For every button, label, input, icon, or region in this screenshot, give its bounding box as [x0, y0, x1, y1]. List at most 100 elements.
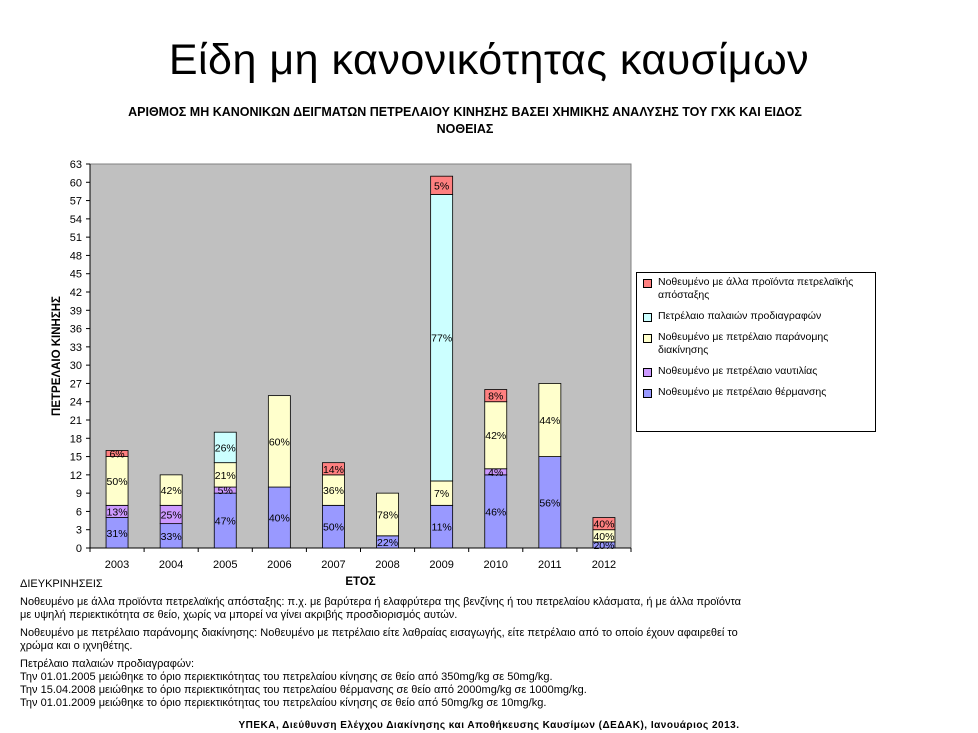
note-line: Νοθευμένο με άλλα προϊόντα πετρελαϊκής α… [20, 596, 742, 608]
legend-label: Νοθευμένο με πετρέλαιο παράνομης διακίνη… [658, 331, 829, 356]
x-tick-label: 2010 [484, 559, 508, 571]
x-tick-label: 2012 [592, 559, 616, 571]
note-line: Νοθευμένο με πετρέλαιο παράνομης διακίνη… [20, 627, 738, 639]
y-tick-label: 51 [70, 232, 82, 244]
data-label: 20% [593, 540, 614, 552]
legend-swatch [643, 334, 652, 343]
data-label: 8% [488, 391, 503, 403]
y-tick-label: 60 [70, 177, 82, 189]
bar-segment [592, 517, 616, 531]
data-label: 22% [377, 537, 398, 549]
y-tick-label: 63 [70, 159, 82, 171]
x-tick-label: 2003 [105, 559, 129, 571]
data-label: 25% [161, 509, 182, 521]
data-label: 21% [215, 470, 236, 482]
legend-label: Νοθευμένο με άλλα προϊόντα πετρελαϊκής α… [658, 276, 854, 301]
data-label: 7% [434, 488, 449, 500]
data-label: 77% [431, 333, 452, 345]
y-tick-label: 54 [70, 214, 82, 226]
data-label: 40% [269, 513, 290, 525]
y-tick-label: 48 [70, 250, 82, 262]
note-line: Την 01.01.2005 μειώθηκε το όριο περιεκτι… [20, 671, 553, 683]
legend-swatch [643, 279, 652, 288]
y-tick-label: 30 [70, 360, 82, 372]
legend-item: Νοθευμένο με πετρέλαιο θέρμανσης [643, 386, 871, 399]
data-label: 14% [323, 464, 344, 476]
legend-label: Νοθευμένο με πετρέλαιο ναυτιλίας [658, 365, 818, 377]
data-label: 4% [488, 467, 503, 479]
y-tick-label: 36 [70, 324, 82, 336]
y-tick-label: 45 [70, 269, 82, 281]
x-tick-label: 2006 [267, 559, 291, 571]
legend-item: Νοθευμένο με πετρέλαιο παράνομης διακίνη… [643, 331, 871, 357]
legend-item: Νοθευμένο με πετρέλαιο ναυτιλίας [643, 365, 871, 378]
bar-segment [159, 474, 183, 506]
legend-item: Νοθευμένο με άλλα προϊόντα πετρελαϊκής α… [643, 276, 871, 302]
y-axis-title: ΠΕΤΡΕΛΑΙΟ ΚΙΝΗΣΗΣ [51, 296, 63, 416]
bar-segment [267, 395, 291, 488]
y-tick-label: 6 [76, 506, 82, 518]
data-label: 5% [218, 485, 233, 497]
y-tick-label: 18 [70, 433, 82, 445]
y-tick-label: 0 [76, 543, 82, 555]
legend-swatch [643, 368, 652, 377]
page-title: Είδη μη κανονικότητας καυσίμων [168, 36, 810, 84]
note-paragraph: Πετρέλαιο παλαιών προδιαγραφών: Την 01.01… [20, 658, 840, 710]
x-tick-label: 2011 [538, 559, 562, 571]
note-line: Την 01.01.2009 μειώθηκε το όριο περιεκτι… [20, 697, 547, 709]
x-tick-label: 2009 [429, 559, 453, 571]
data-label: 78% [377, 509, 398, 521]
chart-title: ΑΡΙΘΜΟΣ ΜΗ ΚΑΝΟΝΙΚΩΝ ΔΕΙΓΜΑΤΩΝ ΠΕΤΡΕΛΑΙΟ… [128, 105, 802, 136]
data-label: 60% [269, 436, 290, 448]
bar-segment [376, 492, 399, 537]
y-tick-label: 42 [70, 287, 82, 299]
y-tick-label: 21 [70, 415, 82, 427]
notes-section: ΔΙΕΥΚΡΙΝΗΣΕΙΣ Νοθευμένο με άλλα προϊόντα… [20, 578, 840, 715]
data-label: 50% [323, 522, 344, 534]
data-label: 44% [539, 415, 560, 427]
bar-segment [213, 431, 237, 464]
bar-segment [430, 175, 454, 195]
data-label: 40% [593, 531, 614, 543]
legend-label: Πετρέλαιο παλαιών προδιαγραφών [658, 310, 822, 322]
legend-label: Νοθευμένο με πετρέλαιο θέρμανσης [658, 386, 827, 398]
x-tick-label: 2005 [213, 559, 237, 571]
data-label: 26% [215, 442, 236, 454]
legend-item: Πετρέλαιο παλαιών προδιαγραφών [643, 310, 871, 323]
x-tick-label: 2007 [321, 559, 345, 571]
data-label: 42% [485, 430, 506, 442]
x-tick-label: 2004 [159, 559, 183, 571]
note-line: με υψηλή περιεκτικότητα σε θείο, χωρίς ν… [20, 609, 458, 621]
chart-legend: Νοθευμένο με άλλα προϊόντα πετρελαϊκής α… [636, 272, 876, 432]
y-tick-label: 9 [76, 488, 82, 500]
note-line: χρώμα και ο ιχνηθέτης. [20, 640, 133, 652]
note-paragraph: Νοθευμένο με άλλα προϊόντα πετρελαϊκής α… [20, 596, 840, 622]
note-line: Την 15.04.2008 μειώθηκε το όριο περιεκτι… [20, 684, 587, 696]
y-tick-label: 12 [70, 470, 82, 482]
x-axis-title: ΕΤΟΣ [345, 576, 375, 588]
data-label: 13% [107, 506, 128, 518]
data-label: 5% [434, 180, 449, 192]
note-paragraph: Νοθευμένο με πετρέλαιο παράνομης διακίνη… [20, 627, 840, 653]
bar-segment [322, 462, 345, 476]
data-label: 40% [593, 519, 614, 531]
source-footer: ΥΠΕΚΑ, Διεύθυνση Ελέγχου Διακίνησης και … [238, 720, 740, 731]
bar-segment [105, 450, 129, 457]
data-label: 56% [539, 497, 560, 509]
data-label: 47% [215, 516, 236, 528]
data-label: 50% [107, 476, 128, 488]
stacked-bar-chart: 0369121518212427303336394245485154576063… [51, 159, 632, 588]
data-label: 6% [109, 449, 124, 461]
legend-swatch [643, 389, 652, 398]
bar-segment [538, 383, 562, 457]
data-label: 46% [485, 506, 506, 518]
data-label: 42% [161, 485, 182, 497]
note-line: Πετρέλαιο παλαιών προδιαγραφών: [20, 658, 195, 670]
x-tick-label: 2008 [375, 559, 399, 571]
y-tick-label: 33 [70, 342, 82, 354]
y-tick-label: 15 [70, 452, 82, 464]
y-tick-label: 39 [70, 305, 82, 317]
y-tick-label: 24 [70, 397, 82, 409]
data-label: 31% [107, 528, 128, 540]
bar-segment [484, 389, 508, 403]
